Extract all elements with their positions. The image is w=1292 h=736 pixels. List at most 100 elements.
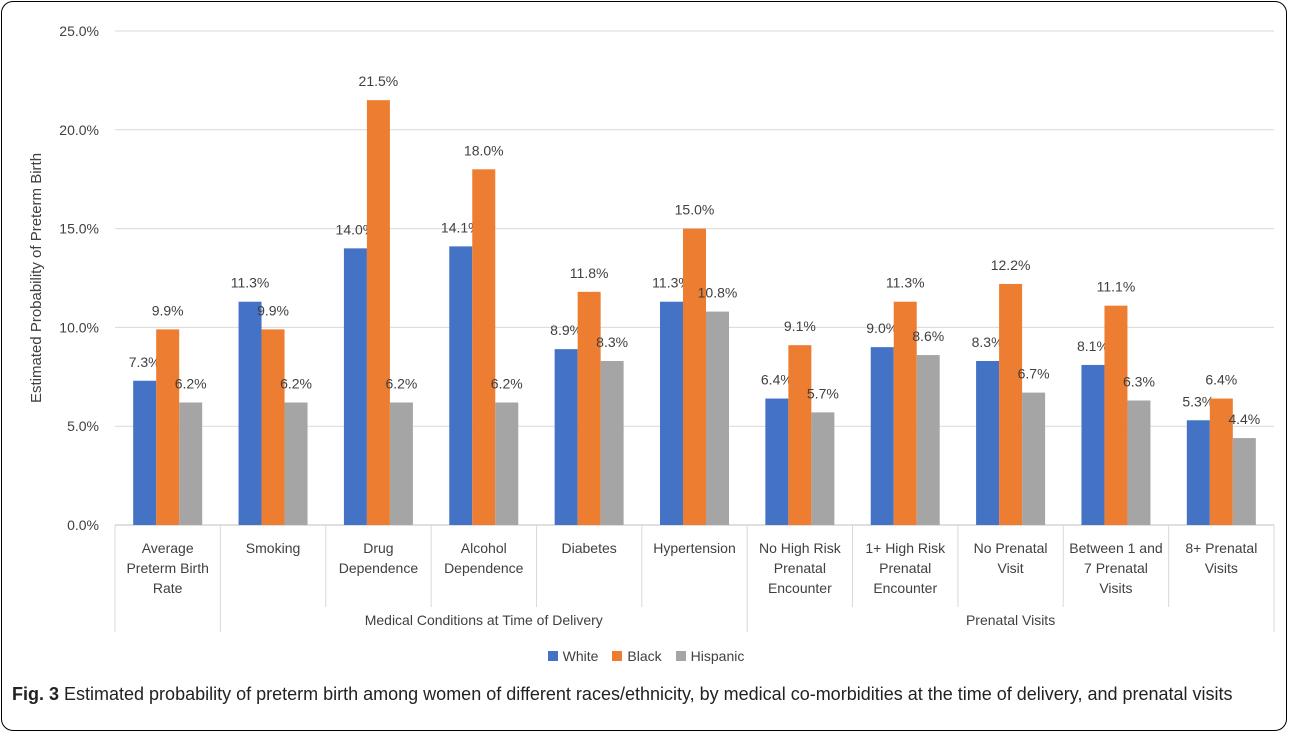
legend-item-white: White [547,648,599,664]
x-tick-label: Between 1 and [1069,540,1162,556]
data-label: 9.9% [257,302,289,318]
bar-white [1186,420,1210,525]
bar-chart: 0.0% 5.0% 10.0% 15.0% 20.0% 25.0% Estimated Pr… [28,23,1275,632]
legend-item-black: Black [612,648,662,664]
chart-legend: White Black Hispanic [0,648,1292,664]
x-tick-label: Diabetes [562,540,617,556]
group-label: Prenatal Visits [966,612,1055,628]
x-tick-label: Prenatal [879,560,931,576]
legend-label: Hispanic [690,648,745,664]
legend-label: White [562,648,599,664]
bar-hispanic [1232,438,1256,525]
bar-white [554,349,578,525]
x-tick-label: Dependence [444,560,524,576]
data-label: 11.3% [231,275,270,291]
data-label: 7.3% [129,354,161,370]
figure-caption: Fig. 3 Estimated probability of preterm … [12,683,1277,706]
data-label: 8.9% [550,322,582,338]
legend-item-hispanic: Hispanic [675,648,745,664]
bar-hispanic [1127,400,1151,525]
data-label: 6.2% [175,375,207,391]
data-label: 6.7% [1018,366,1050,382]
x-tick-label: Visits [1205,560,1238,576]
data-label: 10.8% [698,285,738,301]
bar-black [366,100,390,525]
bar-white [660,301,683,525]
x-tick-label: Prenatal [774,560,826,576]
y-tick-label: 25.0% [59,23,99,39]
bar-black [683,228,706,525]
data-label: 11.1% [1097,279,1136,295]
bar-white [976,360,1000,525]
data-label: 11.3% [886,275,925,291]
data-label: 8.3% [972,334,1004,350]
legend-swatch [547,651,558,661]
y-tick-label: 10.0% [59,319,99,335]
x-tick-label: No Prenatal [974,540,1048,556]
data-label: 8.1% [1077,338,1109,354]
bar-hispanic [1022,392,1046,525]
bar-white [238,301,262,525]
data-label: 14.0% [336,221,376,237]
x-tick-label: Average [142,540,194,556]
bar-black [893,301,917,525]
bar-black [156,329,180,525]
bar-white [765,398,789,525]
data-label: 8.6% [912,328,944,344]
data-label: 4.4% [1228,411,1260,427]
data-label: 5.3% [1182,393,1214,409]
y-tick-label: 20.0% [59,122,99,138]
x-tick-label: Rate [153,580,183,596]
data-label: 6.3% [1123,374,1155,390]
x-tick-label: Drug [363,540,393,556]
bar-black [1104,305,1128,525]
x-tick-label: Alcohol [461,540,507,556]
bar-black [261,329,285,525]
legend-label: Black [627,648,662,664]
y-tick-label: 0.0% [67,517,99,533]
legend-swatch [612,651,623,661]
bar-black [999,283,1023,525]
x-tick-label: Smoking [246,540,300,556]
data-label: 6.2% [491,375,523,391]
data-label: 9.0% [866,320,898,336]
bar-black [472,169,496,525]
bar-white [133,380,157,525]
data-label: 9.1% [784,318,816,334]
y-axis-label: Estimated Probability of Preterm Birth [28,153,45,403]
bar-white [343,248,367,526]
data-label: 6.2% [280,375,312,391]
x-tick-label: 8+ Prenatal [1185,540,1257,556]
data-label: 5.7% [807,385,839,401]
data-label: 8.3% [596,334,628,350]
bar-hispanic [389,402,413,525]
x-tick-label: Visits [1099,580,1132,596]
x-tick-label: Hypertension [653,540,736,556]
x-tick-label: No High Risk [759,540,842,556]
x-tick-label: 1+ High Risk [865,540,946,556]
bar-hispanic [811,412,835,525]
bar-hispanic [600,360,624,525]
data-label: 6.2% [385,375,417,391]
data-label: 9.9% [152,302,184,318]
x-tick-label: 7 Prenatal [1084,560,1148,576]
data-label: 15.0% [675,202,715,218]
bar-black [577,291,601,525]
bar-white [870,347,894,525]
y-tick-label: 5.0% [67,418,99,434]
bar-hispanic [284,402,308,525]
y-tick-label: 15.0% [59,221,99,237]
bar-hispanic [179,402,203,525]
bar-black [788,345,812,525]
data-label: 6.4% [1205,372,1237,388]
bar-hispanic [706,311,729,525]
legend-swatch [675,651,686,661]
bar-hispanic [916,355,940,525]
data-label: 11.3% [652,275,691,291]
bar-white [1081,364,1105,525]
x-tick-label: Encounter [873,580,937,596]
x-tick-label: Preterm Birth [126,560,208,576]
x-tick-label: Visit [997,560,1023,576]
figure-label: Fig. 3 [12,684,60,704]
